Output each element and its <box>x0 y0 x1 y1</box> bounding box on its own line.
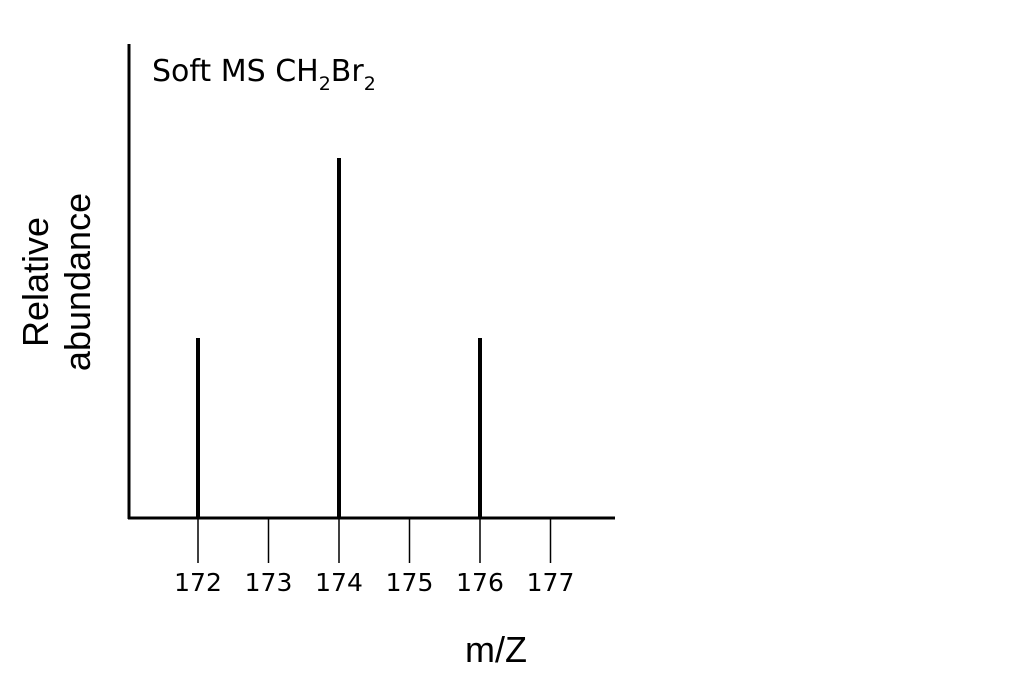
chart-title: Soft MS CH2Br2 <box>152 54 376 95</box>
x-ticks <box>197 518 552 563</box>
title-mid: Br <box>331 54 365 89</box>
y-axis-label: Relative abundance <box>15 193 98 371</box>
y-axis-label-line-1: Relative <box>15 217 56 347</box>
x-tick-label: 172 <box>174 568 222 597</box>
x-tick-label: 173 <box>245 568 293 597</box>
y-axis-label-line-2: abundance <box>57 193 98 371</box>
x-tick-label: 175 <box>386 568 434 597</box>
x-tick-labels: 172 173 174 175 176 177 <box>174 568 574 597</box>
x-axis-label: m/Z <box>465 629 527 670</box>
title-main: Soft MS CH <box>152 54 319 89</box>
x-tick-label: 176 <box>456 568 504 597</box>
title-subscript-1: 2 <box>319 73 331 95</box>
x-tick-label: 174 <box>315 568 363 597</box>
spectrum-peaks <box>196 158 482 518</box>
x-tick-label: 177 <box>527 568 575 597</box>
title-subscript-2: 2 <box>364 73 376 95</box>
